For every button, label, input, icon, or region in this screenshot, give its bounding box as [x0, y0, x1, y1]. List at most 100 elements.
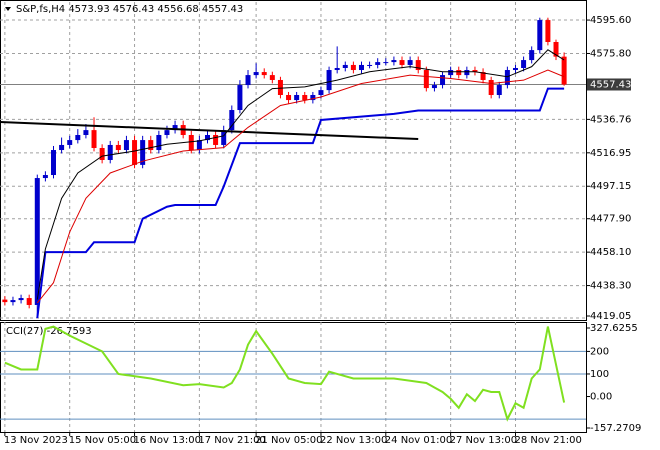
cci-title: CCI(27) -26.7593 — [6, 326, 92, 337]
candle-body — [440, 75, 446, 86]
menu-arrow — [5, 7, 11, 11]
cci-panel — [0, 322, 587, 433]
y-tick-label: -157.2709 — [590, 423, 641, 434]
candle-body — [91, 130, 97, 149]
y-tick-label: 0.00 — [590, 392, 612, 403]
indicator-line — [0, 121, 419, 141]
candle-body — [10, 300, 16, 303]
candle-body — [375, 62, 381, 65]
x-tick-label: 21 Nov 05:00 — [255, 435, 322, 446]
candle-body — [253, 72, 259, 76]
candle-body — [34, 178, 40, 305]
candle-body — [456, 70, 462, 76]
candle-body — [448, 70, 454, 76]
x-tick-label: 24 Nov 01:00 — [385, 435, 452, 446]
candle-body — [115, 144, 121, 151]
candle-body — [334, 67, 340, 71]
y-tick-label: 4458.10 — [590, 247, 631, 258]
candle-body — [50, 150, 56, 176]
candle-body — [472, 70, 478, 73]
y-tick-label: 4438.30 — [590, 281, 631, 292]
candle-body — [156, 135, 162, 151]
candle-body — [277, 79, 283, 96]
y-tick-label: 4477.90 — [590, 214, 631, 225]
y-tick-label: 4536.76 — [590, 114, 631, 125]
candle-body — [75, 135, 81, 141]
candle-body — [431, 85, 437, 89]
y-tick-label: 4595.60 — [590, 15, 631, 26]
candle-body — [237, 85, 243, 111]
candle-body — [99, 148, 105, 160]
x-tick-label: 16 Nov 13:00 — [134, 435, 201, 446]
candle-body — [358, 64, 364, 71]
candle-body — [67, 140, 73, 145]
candle-body — [415, 60, 421, 71]
candle-body — [204, 135, 210, 141]
x-tick-label: 27 Nov 13:00 — [450, 435, 517, 446]
candle-body — [229, 110, 235, 131]
last-price-label: 4557.43 — [590, 79, 631, 90]
x-tick-label: 22 Nov 13:00 — [320, 435, 387, 446]
candle-body — [496, 85, 502, 96]
candle-body — [83, 130, 89, 136]
candle-body — [391, 60, 397, 63]
y-tick-label: 327.6255 — [590, 323, 638, 334]
candle-body — [221, 130, 227, 145]
candle-body — [383, 62, 389, 64]
candle-body — [318, 90, 324, 96]
x-tick-label: 15 Nov 05:00 — [69, 435, 136, 446]
candle-body — [407, 60, 413, 65]
candle-body — [367, 64, 373, 66]
candle-body — [188, 135, 194, 151]
x-tick-label: 13 Nov 2023 — [4, 435, 68, 446]
candle-body — [512, 67, 518, 71]
chart-title: S&P,fs,H4 4573.93 4576.43 4556.68 4557.4… — [16, 4, 243, 15]
candle-body — [132, 140, 138, 165]
x-tick-label: 28 Nov 21:00 — [514, 435, 581, 446]
candle-body — [302, 95, 308, 101]
candle-body — [123, 140, 129, 151]
candle-body — [245, 75, 251, 86]
candle-body — [294, 95, 300, 101]
candle-body — [350, 64, 356, 71]
x-tick-label: 17 Nov 21:00 — [198, 435, 265, 446]
candle-body — [59, 144, 65, 151]
candle-body — [18, 298, 24, 301]
candle-body — [423, 70, 429, 89]
candle-body — [504, 70, 510, 86]
candle-body — [545, 20, 551, 43]
candle-body — [107, 144, 113, 160]
candle-body — [213, 135, 219, 145]
candle-body — [326, 70, 332, 91]
candle-body — [553, 42, 559, 57]
y-tick-label: 4575.80 — [590, 48, 631, 59]
candle-body — [286, 95, 292, 101]
y-tick-label: 100 — [590, 369, 609, 380]
candle-body — [42, 175, 48, 179]
candle-body — [537, 20, 543, 51]
candle-body — [529, 50, 535, 61]
candle-body — [140, 140, 146, 165]
indicator-line — [36, 49, 565, 300]
y-tick-label: 200 — [590, 346, 609, 357]
candle-body — [488, 79, 494, 96]
candle-body — [310, 95, 316, 101]
price-panel — [0, 0, 587, 321]
indicator-line — [36, 69, 565, 304]
candle-body — [342, 64, 348, 68]
candle-body — [561, 56, 567, 85]
candle-body — [172, 125, 178, 131]
candle-body — [164, 130, 170, 136]
y-tick-label: 4497.15 — [590, 181, 631, 192]
candle-body — [399, 60, 405, 65]
y-tick-label: 4516.95 — [590, 148, 631, 159]
candle-body — [269, 75, 275, 80]
indicator-line — [36, 87, 565, 319]
candle-body — [521, 60, 527, 68]
candle-body — [196, 140, 202, 151]
last-price-box — [587, 78, 631, 91]
candle-body — [480, 72, 486, 80]
candle-body — [464, 70, 470, 76]
